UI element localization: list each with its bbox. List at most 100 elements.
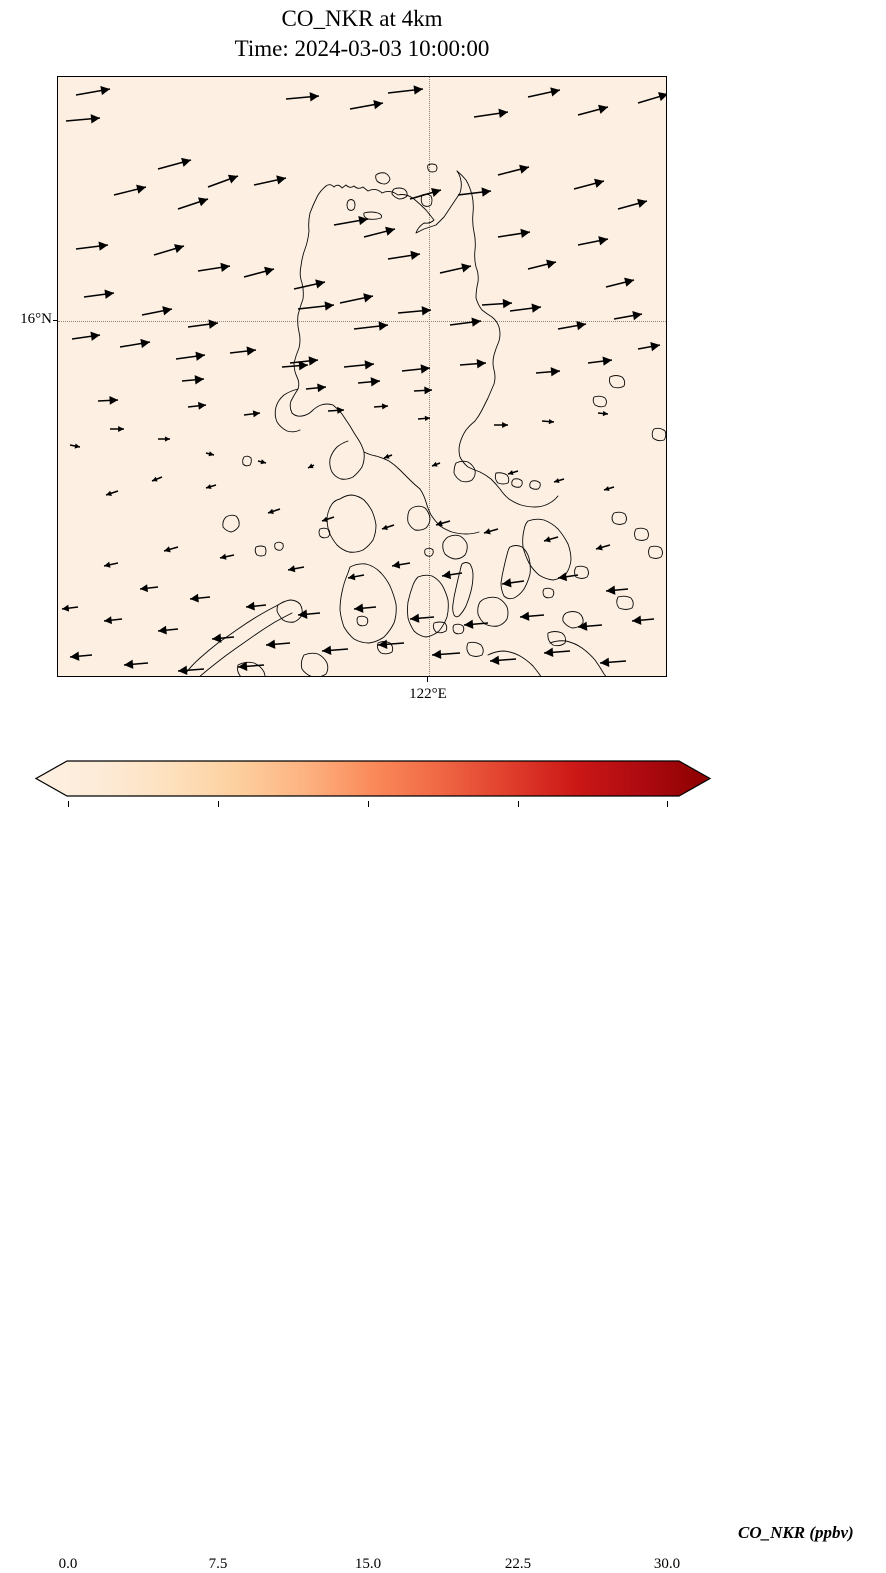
figure-subtitle: Time: 2024-03-03 10:00:00 xyxy=(234,36,490,61)
colorbar-tick-4 xyxy=(667,801,669,807)
wind-vector-head xyxy=(90,331,100,341)
wind-vector-head xyxy=(600,657,610,667)
wind-vector-head xyxy=(212,633,222,643)
y-tickmark-16n xyxy=(53,320,58,322)
wind-vector-head xyxy=(481,187,491,197)
x-tick-label-122e: 122°E xyxy=(409,686,447,702)
wind-vector-head xyxy=(266,639,276,649)
wind-vector-head xyxy=(195,351,205,361)
wind-vector-head xyxy=(260,459,266,465)
map-inner xyxy=(58,77,666,676)
colorbar-tick-label-3: 22.5 xyxy=(504,1556,532,1572)
wind-vector-head xyxy=(140,584,148,593)
wind-vector-head xyxy=(431,188,441,198)
wind-vector-head xyxy=(624,277,634,287)
wind-vector-head xyxy=(181,157,191,167)
wind-vector-head xyxy=(442,570,452,580)
colorbar-tick-1 xyxy=(218,801,220,807)
y-tick-label-16n: 16°N xyxy=(20,311,52,327)
wind-vector-head xyxy=(550,87,560,97)
wind-vector-head xyxy=(658,92,666,102)
wind-vector-head xyxy=(363,293,373,303)
wind-vector-head xyxy=(378,639,388,649)
wind-vector-head xyxy=(158,625,167,635)
wind-vector-head xyxy=(381,403,388,410)
wind-vector-head xyxy=(558,572,568,582)
colorbar-tick-3 xyxy=(518,801,520,807)
colorbar-tick-label-1: 7.5 xyxy=(208,1556,228,1572)
wind-vector-head xyxy=(208,451,214,457)
wind-vector-head xyxy=(471,317,481,327)
wind-vector-head xyxy=(502,578,512,588)
wind-vector-head xyxy=(62,604,70,612)
map-plot-panel[interactable] xyxy=(57,76,667,677)
wind-vector-head xyxy=(550,367,560,377)
colorbar-tick-2 xyxy=(368,801,370,807)
wind-vector-head xyxy=(98,241,108,251)
wind-vector-head xyxy=(246,346,256,356)
wind-vector-head xyxy=(106,490,112,496)
wind-vector-head xyxy=(104,616,112,625)
wind-vector-head xyxy=(348,573,356,581)
wind-vector-head xyxy=(502,298,512,309)
wind-vector-head xyxy=(382,524,388,530)
wind-vector-head xyxy=(632,310,642,321)
colorbar-tick-label-0: 0.0 xyxy=(58,1556,78,1572)
wind-vector-head xyxy=(364,360,374,370)
wind-vector-head xyxy=(413,85,423,95)
wind-vector-head xyxy=(508,470,514,476)
wind-vector-head xyxy=(308,356,318,366)
wind-vector-head xyxy=(604,486,610,492)
wind-vector-head xyxy=(378,321,388,331)
wind-vector-head xyxy=(385,226,395,236)
wind-vector-head xyxy=(432,461,438,467)
wind-vector-head xyxy=(268,508,274,514)
wind-vector-head xyxy=(198,401,206,410)
wind-vector-head xyxy=(324,301,334,311)
wind-vector-head xyxy=(164,546,171,553)
colorbar-axis-label: CO_NKR (ppbv) xyxy=(738,1523,854,1542)
colorbar[interactable]: 0.0 7.5 15.0 22.5 30.0 CO_NKR (ppbv) xyxy=(0,756,886,1572)
wind-vector-head xyxy=(598,236,608,246)
wind-vector-head xyxy=(276,175,286,185)
wind-vector-head xyxy=(598,104,608,114)
wind-vector-head xyxy=(104,289,114,299)
wind-vector-head xyxy=(421,306,431,316)
wind-vector-head xyxy=(315,279,325,289)
wind-vector-head xyxy=(190,593,199,603)
wind-vector-head xyxy=(288,565,296,573)
wind-vector-head xyxy=(498,108,508,118)
wind-vector-head xyxy=(464,619,474,629)
wind-vector-head xyxy=(354,603,364,613)
wind-vector-head xyxy=(220,553,227,560)
wind-vector-head xyxy=(178,665,188,675)
wind-vector-head xyxy=(118,425,124,433)
wind-vector-head xyxy=(152,476,158,482)
wind-vector-head xyxy=(519,164,529,174)
wind-vector-head xyxy=(424,415,430,422)
wind-vector-head xyxy=(531,303,541,313)
colorbar-tick-label-2: 15.0 xyxy=(354,1556,382,1572)
wind-vector-head xyxy=(546,259,556,269)
wind-vector-head xyxy=(322,645,332,655)
wind-vector-head xyxy=(322,516,328,522)
wind-vector-head xyxy=(220,262,230,273)
wind-vector-head xyxy=(252,410,260,418)
wind-vector-head xyxy=(370,377,380,387)
wind-vector-head xyxy=(208,319,218,329)
wind-vector-head xyxy=(502,421,508,429)
wind-vector-layer xyxy=(61,85,666,675)
wind-vector-head xyxy=(384,453,390,459)
wind-vector-head xyxy=(520,611,530,621)
coastline-layer xyxy=(185,163,666,676)
colorbar-gradient[interactable] xyxy=(30,756,716,806)
wind-vector-head xyxy=(140,338,150,349)
wind-vector-head xyxy=(554,478,560,484)
wind-vector-head xyxy=(298,609,308,619)
page-title: CO_NKR at 4km xyxy=(281,6,443,31)
gridline-longitude-122e xyxy=(429,77,430,676)
colorbar-tick-label-4: 30.0 xyxy=(653,1556,681,1572)
wind-vector-head xyxy=(410,613,420,623)
wind-vector-head xyxy=(410,250,420,261)
wind-vector-head xyxy=(337,406,344,414)
